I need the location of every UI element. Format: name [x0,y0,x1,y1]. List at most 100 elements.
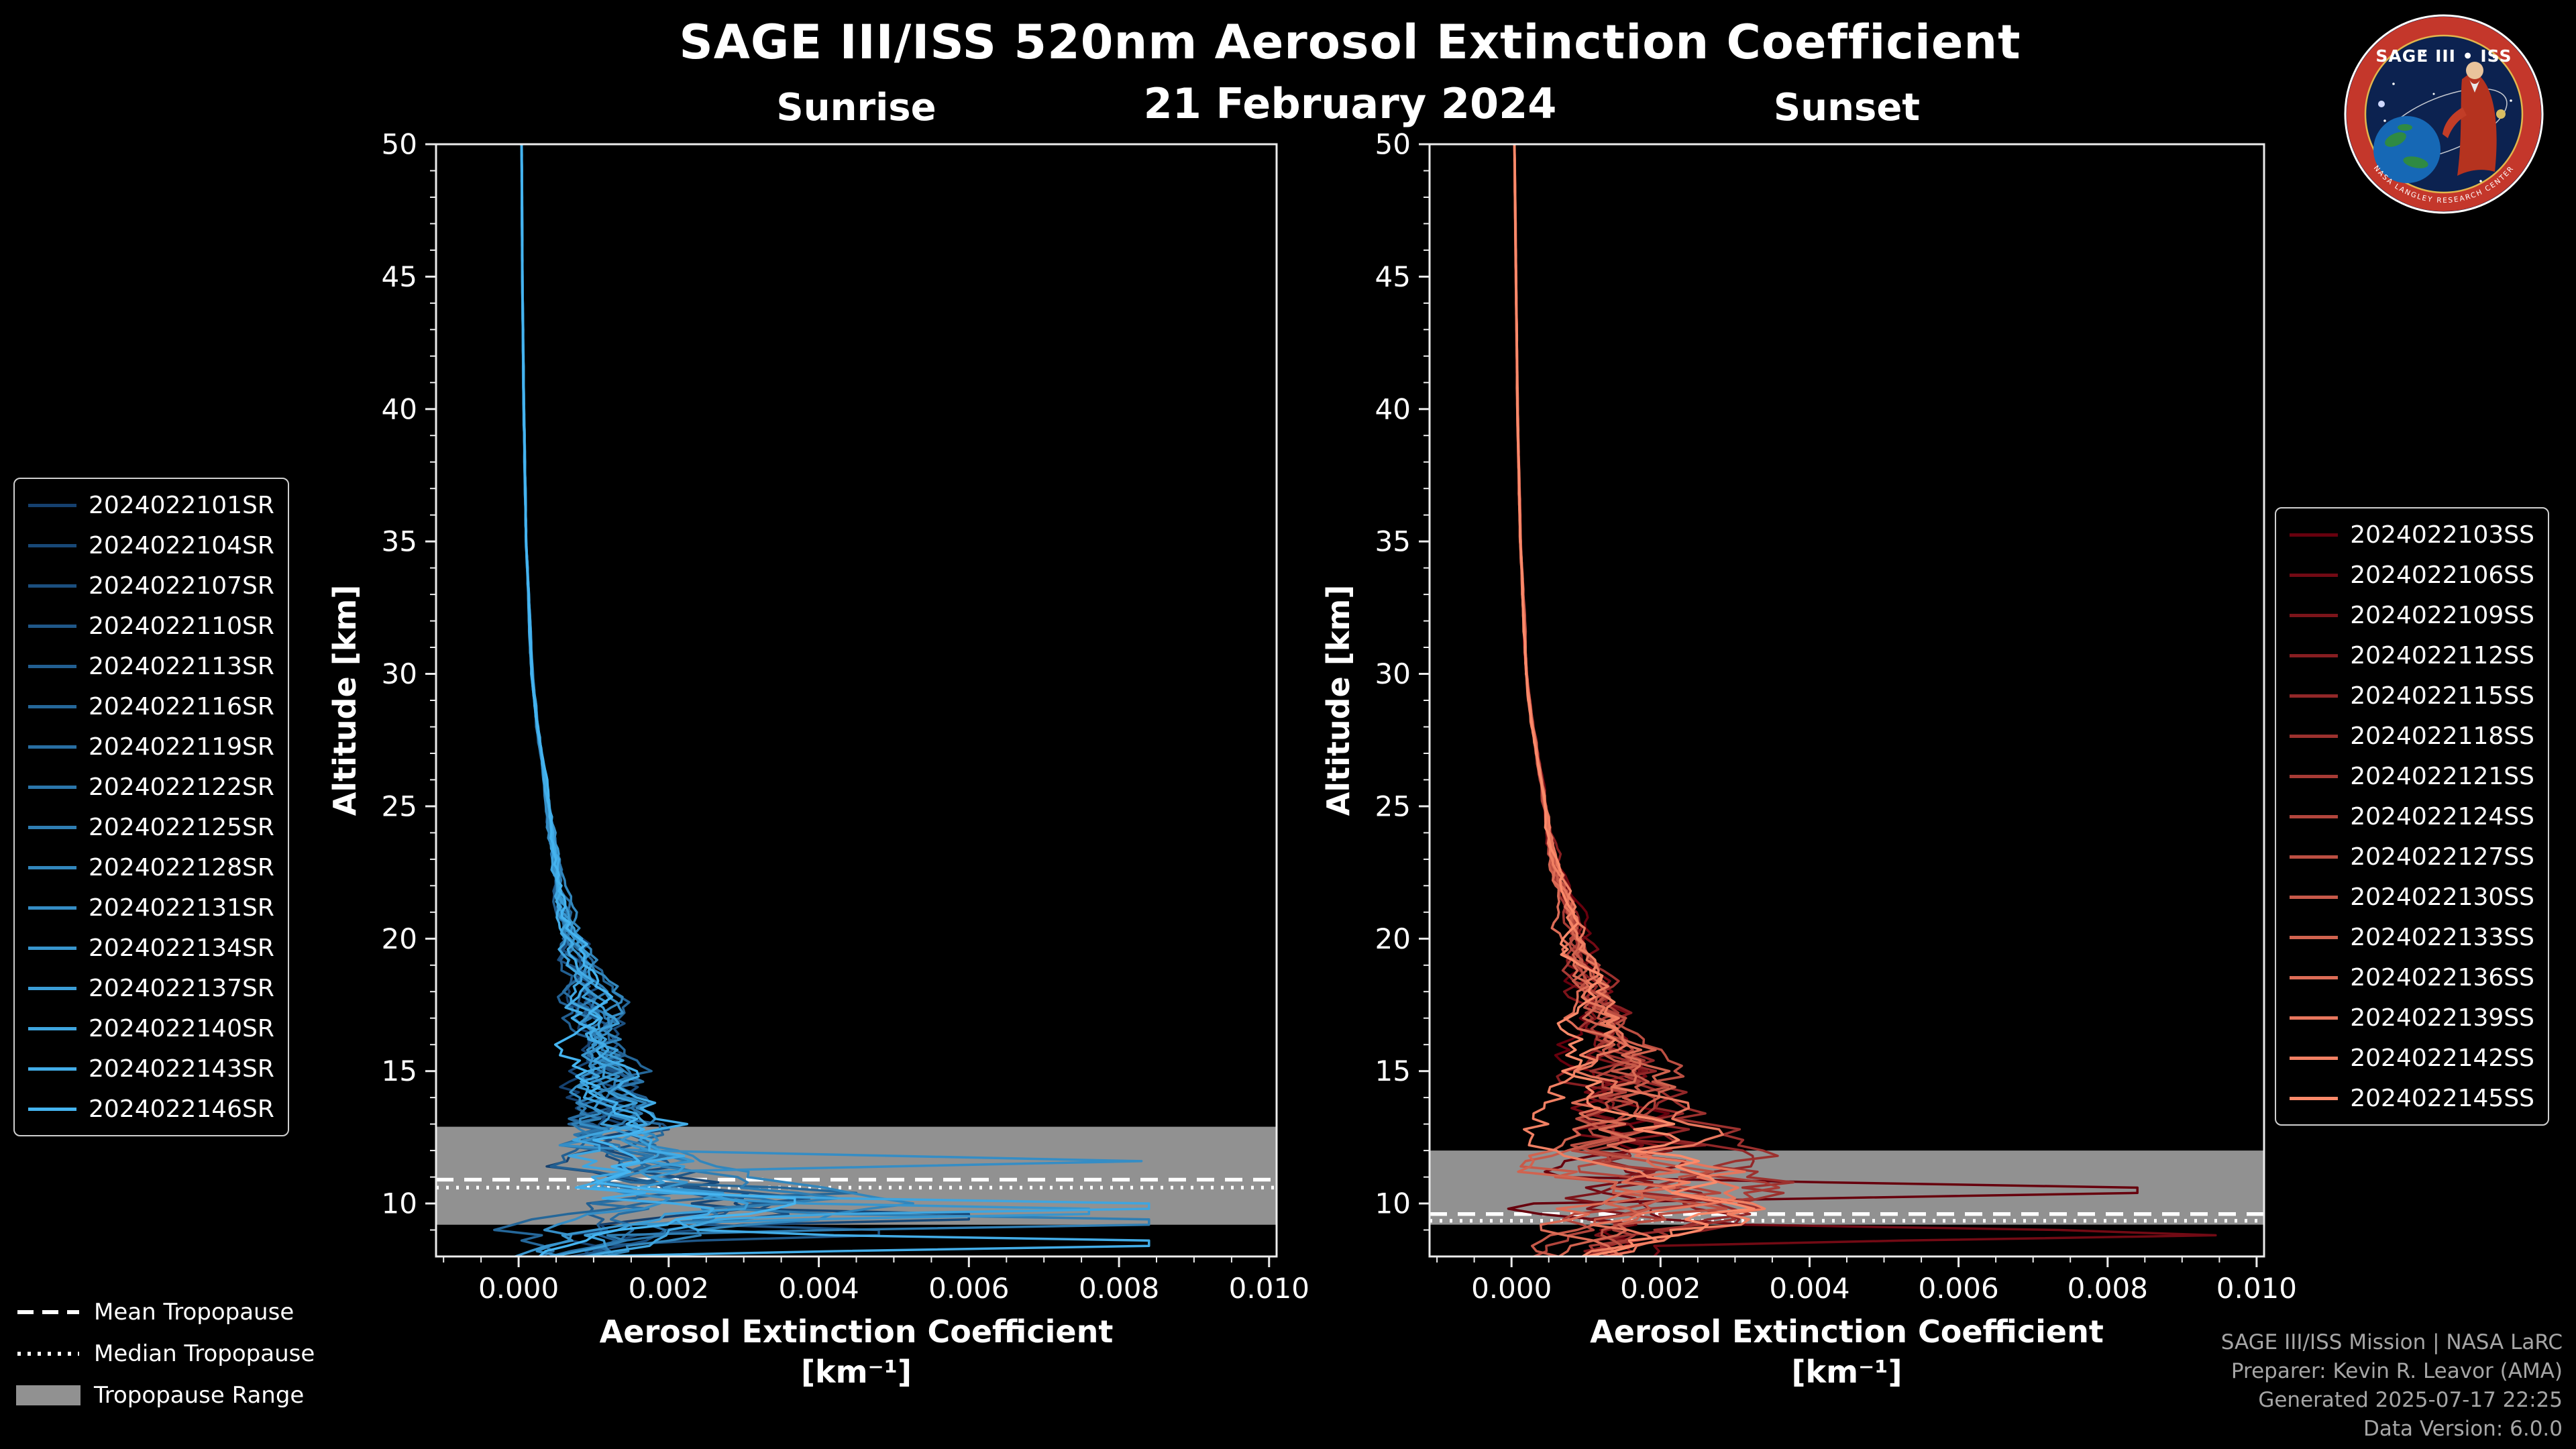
x-tick-label: 0.000 [1471,1272,1552,1305]
legend-item: 2024022116SR [28,690,274,723]
legend-item: 2024022130SS [2290,880,2534,914]
legend-item: 2024022139SS [2290,1001,2534,1034]
credit-version: Data Version: 6.0.0 [2363,1417,2563,1441]
legend-color-swatch [2290,935,2339,939]
sunset-legend: 2024022103SS 2024022106SS 2024022109SS 2024… [2275,507,2549,1126]
legend-color-swatch [2290,653,2339,657]
y-tick-label: 30 [1375,657,1411,690]
legend-label: Median Tropopause [94,1340,315,1367]
x-tick-label: 0.008 [1079,1272,1159,1305]
legend-item: 2024022137SR [28,971,274,1005]
legend-label: 2024022104SR [89,531,274,559]
y-tick-label: 35 [1375,525,1411,558]
legend-label: Mean Tropopause [94,1299,294,1326]
profile-line [520,144,914,1256]
legend-color-swatch [2290,734,2339,738]
logo-stars [2383,51,2512,182]
x-tick-label: 0.004 [778,1272,859,1305]
y-axis-label: Altitude [km] [1320,585,1356,816]
legend-label: 2024022137SR [89,974,274,1002]
legend-label: 2024022146SR [89,1095,274,1123]
legend-label: 2024022125SR [89,813,274,841]
credit-generated: Generated 2025-07-17 22:25 [2258,1388,2563,1412]
logo-title: SAGE III • ISS [2375,46,2512,66]
legend-item: 2024022124SS [2290,800,2534,833]
legend-color-swatch [28,865,76,869]
profile-line [1513,144,1721,1256]
legend-item: 2024022112SS [2290,639,2534,672]
sunrise-legend: 2024022101SR 2024022104SR 2024022107SR 2024… [13,478,289,1136]
x-axis-label: Aerosol Extinction Coefficient [1590,1313,2104,1350]
legend-label: 2024022103SS [2350,521,2534,549]
legend-color-swatch [28,584,76,588]
legend-item: 2024022107SR [28,569,274,602]
sunset-panel-title: Sunset [1773,86,1921,129]
x-axis-units: [km⁻¹] [1792,1354,1902,1390]
main-title: SAGE III/ISS 520nm Aerosol Extinction Co… [679,15,2021,70]
x-tick-label: 0.004 [1769,1272,1849,1305]
legend-color-swatch [2290,774,2339,778]
legend-label: Tropopause Range [94,1382,305,1409]
legend-item: 2024022134SR [28,931,274,965]
x-tick-label: 0.006 [1918,1272,1998,1305]
legend-color-swatch [28,1067,76,1071]
legend-label: 2024022116SR [89,692,274,720]
y-tick-label: 35 [382,525,417,558]
profile-line [520,144,880,1256]
legend-label: 2024022128SR [89,853,274,881]
logo-planet [2496,109,2506,119]
legend-color-swatch [28,825,76,829]
x-tick-label: 0.002 [629,1272,709,1305]
legend-label: 2024022133SS [2350,923,2534,951]
legend-item: 2024022104SR [28,529,274,562]
legend-label: 2024022119SR [89,733,274,761]
legend-color-swatch [2290,895,2339,899]
y-tick-label: 10 [382,1187,417,1220]
profile-line [493,144,858,1256]
legend-item: 2024022140SR [28,1012,274,1045]
profile-line [520,144,790,1256]
legend-color-swatch [2290,1016,2339,1020]
logo-graphic: SAGE III • ISS NASA LANGLEY RESEARCH CEN… [2344,14,2544,214]
legend-color-swatch [28,1107,76,1111]
axes-frame [1428,143,2265,1258]
legend-item: 2024022103SS [2290,518,2534,551]
y-tick-label: 25 [1375,790,1411,822]
legend-item: 2024022119SR [28,730,274,763]
credit-preparer: Preparer: Kevin R. Leavor (AMA) [2231,1359,2563,1383]
legend-color-swatch [28,986,76,990]
legend-item: 2024022118SS [2290,719,2534,753]
legend-item: 2024022125SR [28,810,274,844]
x-tick-label: 0.000 [478,1272,559,1305]
legend-color-swatch [28,704,76,708]
legend-color-swatch [28,624,76,628]
legend-label: 2024022121SS [2350,762,2534,790]
gray-patch-sample [16,1385,80,1405]
legend-color-swatch [2290,814,2339,818]
dotted-line-sample [16,1350,80,1358]
profile-line [520,144,796,1256]
credits: SAGE III/ISS Mission | NASA LaRC Prepare… [2221,1328,2563,1444]
logo-figure [2443,62,2497,176]
legend-label: 2024022118SS [2350,722,2534,750]
legend-color-swatch [28,503,76,507]
y-tick-label: 45 [382,260,417,293]
y-tick-label: 50 [1375,128,1411,161]
legend-item: 2024022142SS [2290,1041,2534,1075]
logo-moon [2378,101,2385,107]
sunrise-panel: 10 15 20 25 30 35 40 45 50 0.000 0.002 0.004 0.006 0.… [327,128,1309,1391]
legend-item: 2024022106SS [2290,558,2534,592]
legend-item: 2024022121SS [2290,759,2534,793]
tropopause-range-legend-item: Tropopause Range [16,1377,315,1414]
legend-color-swatch [2290,1096,2339,1100]
legend-label: 2024022127SS [2350,843,2534,871]
mean-tropopause-legend-item: Mean Tropopause [16,1293,315,1331]
legend-color-swatch [2290,975,2339,979]
y-tick-label: 15 [1375,1055,1411,1087]
y-tick-label: 20 [1375,922,1411,955]
legend-label: 2024022143SR [89,1055,274,1083]
legend-item: 2024022143SR [28,1052,274,1085]
legend-color-swatch [2290,533,2339,537]
profile-line [1513,144,1756,1256]
